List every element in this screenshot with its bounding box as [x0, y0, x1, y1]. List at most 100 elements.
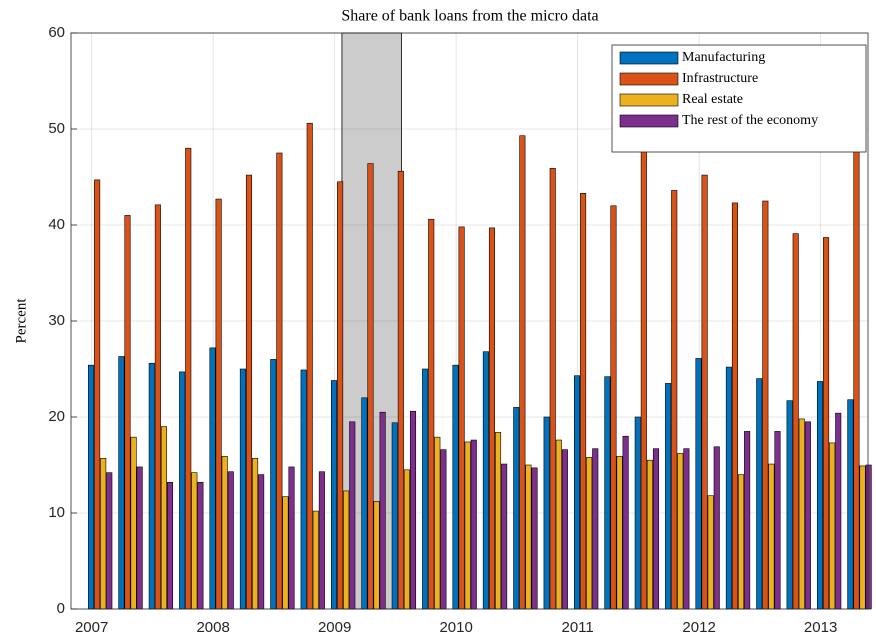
bar — [227, 471, 234, 610]
x-tick-label: 2007 — [75, 619, 108, 636]
y-tick-label: 60 — [48, 24, 65, 41]
y-tick-label: 50 — [48, 120, 65, 137]
bar — [798, 418, 805, 610]
y-tick-label: 20 — [48, 408, 65, 425]
bar — [823, 237, 830, 610]
bar — [646, 459, 653, 610]
chart-title: Share of bank loans from the micro data — [341, 8, 598, 25]
legend-swatch — [619, 114, 679, 128]
bar — [634, 416, 641, 610]
bar — [422, 368, 429, 610]
bar — [762, 200, 769, 610]
bar — [865, 464, 872, 610]
bar — [683, 448, 690, 610]
bar — [671, 190, 678, 610]
bar — [312, 510, 319, 610]
y-tick-label: 0 — [57, 600, 65, 617]
x-tick-label: 2009 — [318, 619, 351, 636]
bar — [604, 376, 611, 610]
bar — [756, 378, 763, 610]
x-tick-label: 2011 — [561, 619, 593, 636]
bar — [531, 467, 538, 610]
bar — [665, 383, 672, 610]
bar — [519, 135, 526, 610]
bar — [106, 472, 113, 610]
bar — [191, 472, 198, 610]
bar — [677, 453, 684, 610]
bar — [428, 218, 435, 610]
bar — [276, 152, 283, 610]
bar — [397, 170, 404, 610]
bar — [549, 168, 556, 610]
bar — [288, 466, 295, 610]
y-tick-label: 30 — [48, 312, 65, 329]
bar — [859, 465, 866, 610]
bar — [361, 397, 368, 610]
bar — [573, 375, 581, 610]
bar — [513, 407, 520, 610]
x-tick-label: 2012 — [682, 619, 715, 636]
bar — [482, 351, 489, 610]
bar — [853, 145, 860, 610]
y-axis-label: Percent — [13, 298, 29, 344]
bar — [185, 147, 192, 610]
bar — [331, 380, 338, 610]
bar — [713, 446, 720, 610]
bar — [652, 448, 660, 610]
bar — [88, 364, 95, 610]
bar — [847, 399, 854, 610]
bar — [725, 366, 732, 610]
bar — [136, 466, 143, 610]
bar — [738, 474, 745, 610]
bar — [586, 457, 593, 610]
x-tick-label: 2010 — [439, 619, 472, 636]
bar — [403, 469, 410, 610]
legend-swatch — [619, 51, 679, 65]
bar — [130, 436, 137, 610]
bar — [391, 422, 398, 610]
bar — [318, 471, 325, 610]
bar — [379, 411, 386, 610]
bar — [94, 179, 101, 610]
bar — [252, 457, 259, 610]
bar — [124, 215, 131, 610]
bar — [616, 456, 623, 610]
bar — [495, 432, 502, 610]
bar — [695, 358, 702, 610]
bar — [731, 202, 738, 610]
bar — [440, 449, 447, 610]
bar — [610, 205, 617, 610]
bar — [166, 481, 174, 610]
y-tick-label: 10 — [48, 504, 65, 521]
bar — [501, 463, 508, 610]
bar — [804, 421, 811, 610]
bar — [245, 174, 253, 610]
axes-box — [70, 32, 869, 610]
bar — [215, 198, 222, 610]
x-tick-label: 2013 — [804, 619, 837, 636]
legend-label: Manufacturing — [682, 50, 765, 65]
bar — [829, 442, 836, 610]
bar — [160, 426, 167, 610]
y-tick-label: 40 — [48, 216, 65, 233]
bar — [458, 226, 465, 610]
bar — [367, 163, 374, 610]
bar — [349, 421, 356, 610]
bar — [221, 456, 228, 610]
bar — [640, 148, 647, 610]
legend-label: Real estate — [682, 92, 743, 107]
bar — [258, 474, 265, 610]
bar — [148, 362, 155, 610]
bar — [543, 416, 550, 610]
bar — [100, 457, 107, 610]
bar — [179, 371, 186, 610]
bar — [300, 369, 307, 610]
bar — [470, 439, 477, 610]
bar — [561, 449, 568, 610]
legend: Manufacturing Infrastructure Real estate Th… — [611, 44, 867, 153]
bar — [464, 441, 471, 610]
bar — [337, 181, 344, 610]
bar — [792, 233, 799, 610]
bar — [580, 193, 587, 610]
